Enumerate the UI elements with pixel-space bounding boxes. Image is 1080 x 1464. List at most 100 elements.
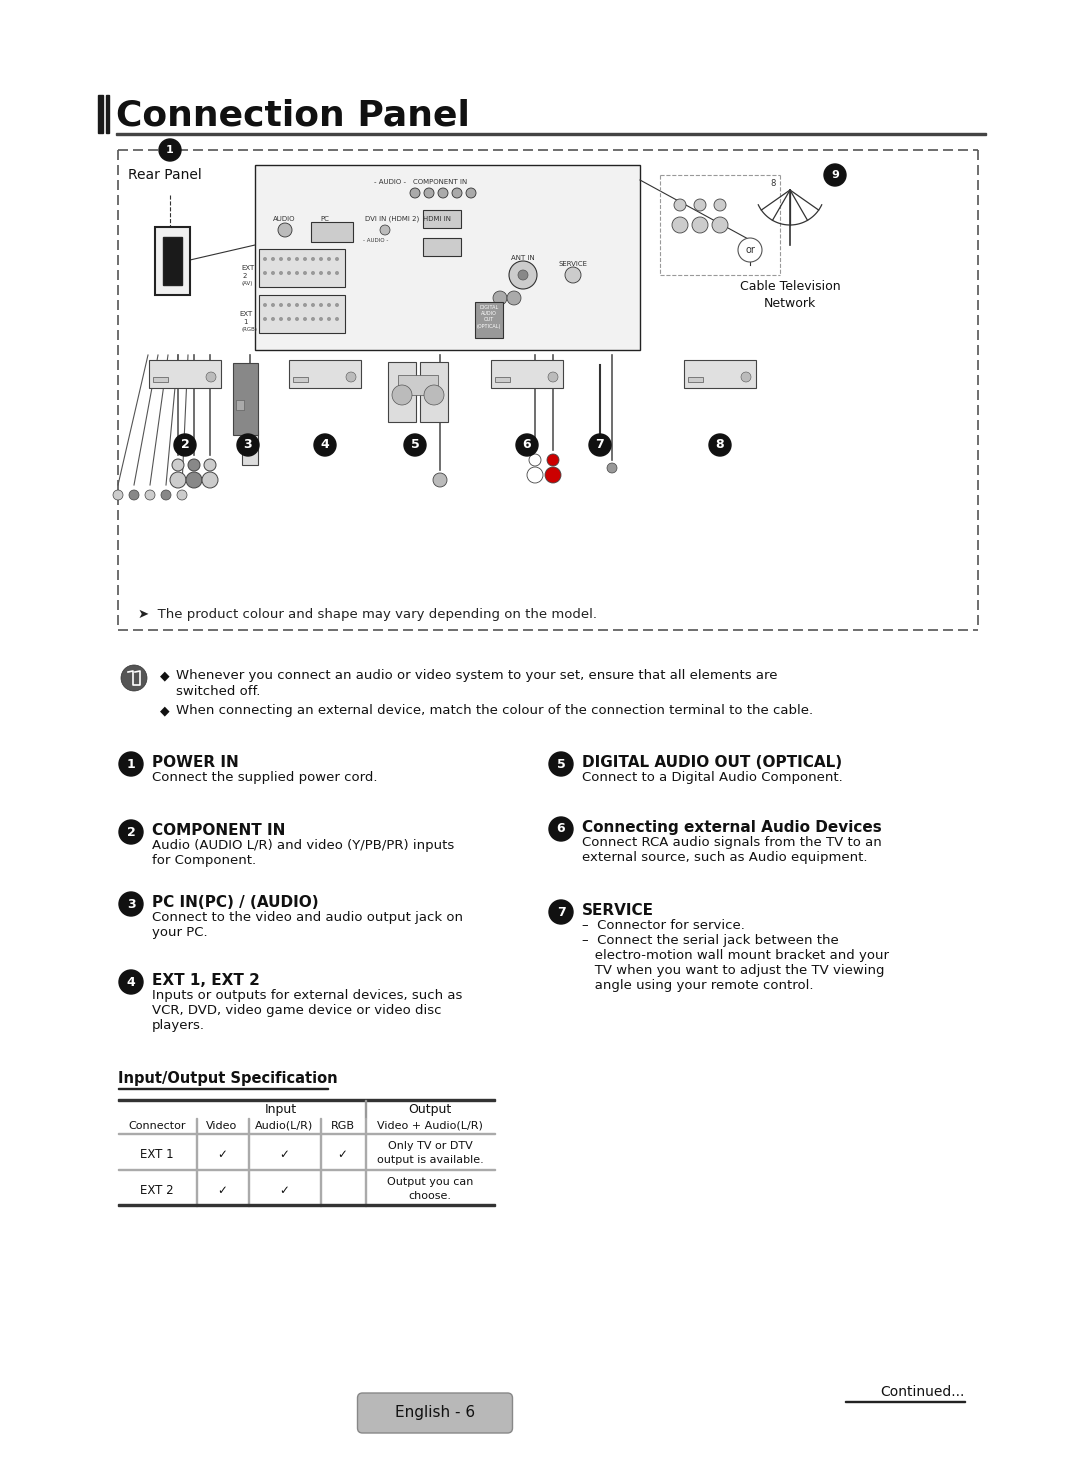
Bar [242,430,258,466]
Circle shape [264,271,267,275]
Circle shape [303,258,307,261]
Text: ✓: ✓ [217,1148,227,1161]
Circle shape [335,318,339,321]
Bar [491,360,563,388]
Circle shape [174,433,195,455]
Text: switched off.: switched off. [176,685,260,698]
Circle shape [319,258,323,261]
Text: ◆: ◆ [160,704,170,717]
Text: DIGITAL AUDIO OUT (OPTICAL): DIGITAL AUDIO OUT (OPTICAL) [582,755,842,770]
Circle shape [113,490,123,501]
Text: (RGB): (RGB) [241,326,257,332]
Circle shape [607,463,617,473]
Text: - AUDIO -: - AUDIO - [363,239,389,243]
Bar [116,133,986,135]
Text: Connection Panel: Connection Panel [116,98,470,132]
Circle shape [279,271,283,275]
Text: 8: 8 [771,179,777,187]
Circle shape [824,164,846,186]
Circle shape [303,303,307,307]
Circle shape [311,271,315,275]
Circle shape [546,454,559,466]
Circle shape [264,303,267,307]
Text: 6: 6 [556,823,565,836]
Circle shape [327,318,330,321]
Circle shape [237,433,259,455]
Circle shape [392,385,411,406]
Circle shape [492,291,507,305]
Text: ➤  The product colour and shape may vary depending on the model.: ➤ The product colour and shape may vary … [138,608,597,621]
Circle shape [303,318,307,321]
Text: EXT 2: EXT 2 [140,1184,174,1198]
Text: –  Connector for service.: – Connector for service. [582,919,745,933]
Circle shape [271,318,275,321]
Circle shape [672,217,688,233]
Circle shape [335,271,339,275]
Text: 7: 7 [596,439,605,451]
Circle shape [202,471,218,488]
Circle shape [529,454,541,466]
Circle shape [303,271,307,275]
Text: ◆: ◆ [160,669,170,682]
Text: Video + Audio(L/R): Video + Audio(L/R) [377,1121,483,1132]
Circle shape [516,433,538,455]
Circle shape [295,303,299,307]
Circle shape [279,258,283,261]
Text: 8: 8 [716,439,725,451]
Text: ANT IN: ANT IN [511,255,535,261]
Text: Only TV or DTV: Only TV or DTV [388,1140,472,1151]
Text: EXT 1: EXT 1 [140,1148,174,1161]
Circle shape [589,433,611,455]
Circle shape [121,665,147,691]
Text: HDMI IN: HDMI IN [423,217,451,223]
Circle shape [319,303,323,307]
Text: 4: 4 [321,439,329,451]
Text: Output: Output [408,1102,451,1116]
Text: 2: 2 [180,439,189,451]
Circle shape [295,271,299,275]
Text: Connect to a Digital Audio Component.: Connect to a Digital Audio Component. [582,772,842,785]
Text: - AUDIO -: - AUDIO - [374,179,406,184]
Circle shape [206,372,216,382]
Circle shape [311,318,315,321]
Text: VCR, DVD, video game device or video disc: VCR, DVD, video game device or video dis… [152,1004,442,1017]
Text: or: or [745,244,755,255]
Circle shape [327,258,330,261]
Text: POWER IN: POWER IN [152,755,239,770]
Circle shape [287,258,291,261]
Text: your PC.: your PC. [152,927,207,938]
Bar [495,378,510,382]
Bar [233,363,258,435]
Circle shape [287,318,291,321]
Circle shape [545,467,561,483]
Circle shape [346,372,356,382]
Circle shape [188,460,200,471]
Bar [163,237,183,285]
Circle shape [694,199,706,211]
Circle shape [438,187,448,198]
Circle shape [264,318,267,321]
Text: SERVICE: SERVICE [582,903,654,918]
Text: Output you can: Output you can [387,1177,473,1187]
Text: 9: 9 [832,170,839,180]
Bar [149,360,221,388]
Bar [423,239,461,256]
Text: players.: players. [152,1019,205,1032]
Bar [255,165,640,350]
Bar [684,360,756,388]
Text: ✓: ✓ [279,1148,289,1161]
Circle shape [287,303,291,307]
Text: Connecting external Audio Devices: Connecting external Audio Devices [582,820,881,834]
Circle shape [465,187,476,198]
Circle shape [271,271,275,275]
Text: Connect the supplied power cord.: Connect the supplied power cord. [152,772,378,785]
Text: output is available.: output is available. [377,1155,484,1165]
Text: When connecting an external device, match the colour of the connection terminal : When connecting an external device, matc… [176,704,813,717]
Circle shape [335,303,339,307]
Bar [311,223,353,242]
Text: angle using your remote control.: angle using your remote control. [582,979,813,993]
Circle shape [278,223,292,237]
Circle shape [410,187,420,198]
Circle shape [129,490,139,501]
Circle shape [424,385,444,406]
